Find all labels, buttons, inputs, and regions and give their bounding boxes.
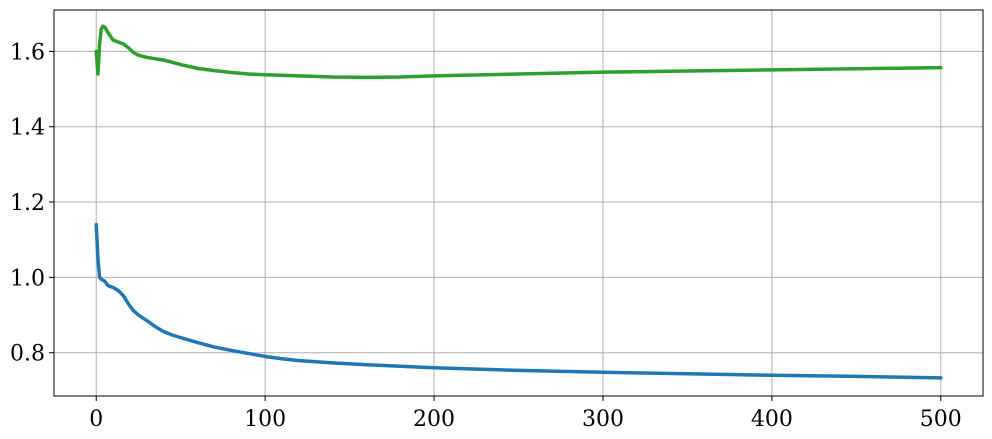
y-tick-label: 1.0 xyxy=(10,266,45,291)
y-tick-label: 1.4 xyxy=(10,116,45,141)
y-tick-label: 0.8 xyxy=(10,342,45,367)
series-line-1 xyxy=(94,222,943,380)
x-tick-label: 200 xyxy=(413,407,455,432)
y-axis-ticks: 0.8 1.0 1.2 1.4 1.6 xyxy=(10,40,54,367)
x-tick-label: 300 xyxy=(582,407,624,432)
x-axis-ticks: 0 100 200 300 400 500 xyxy=(89,396,962,432)
x-tick-label: 500 xyxy=(920,407,962,432)
plot-area-frame xyxy=(53,9,984,397)
y-tick-label: 1.6 xyxy=(10,40,45,65)
x-tick-label: 0 xyxy=(89,407,103,432)
series-line-2 xyxy=(94,24,943,80)
y-tick-label: 1.2 xyxy=(10,191,45,216)
x-tick-label: 100 xyxy=(244,407,286,432)
x-tick-label: 400 xyxy=(751,407,793,432)
series-layer xyxy=(94,24,943,380)
